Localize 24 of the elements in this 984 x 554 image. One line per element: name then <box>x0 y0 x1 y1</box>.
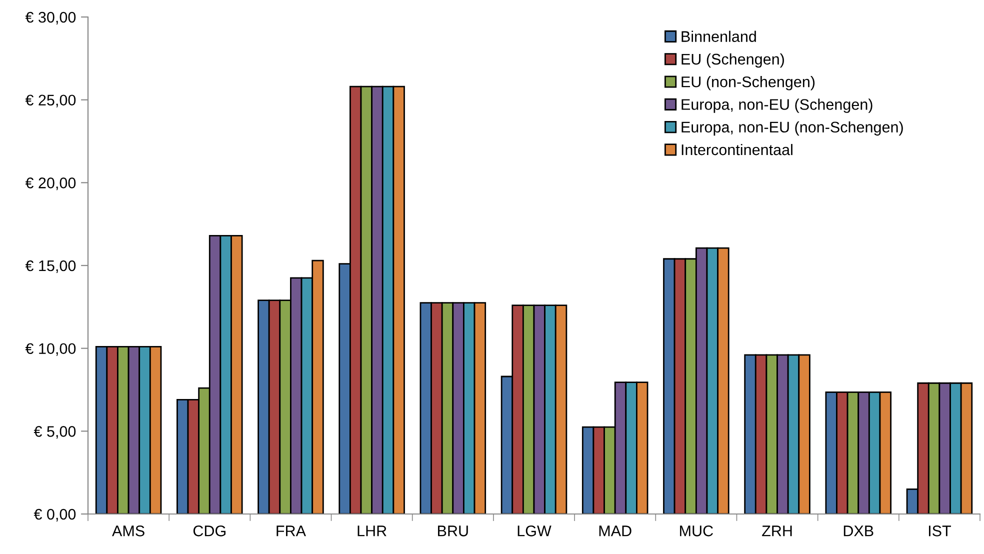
x-tick-label: CDG <box>193 526 226 536</box>
x-tick-label: LGW <box>518 526 552 536</box>
x-tick-label: LHR <box>358 526 386 536</box>
y-tick-label: € 30,00 <box>25 12 76 24</box>
x-tick-label: BRU <box>438 526 468 536</box>
x-tick-label: FRA <box>276 526 306 536</box>
legend-label: Binnenland <box>682 30 756 42</box>
y-tick-label: € 20,00 <box>25 178 76 190</box>
x-tick-label: AMS <box>112 526 144 536</box>
y-tick-label: € 10,00 <box>25 343 76 356</box>
x-tick-label: ZRH <box>762 526 792 536</box>
y-tick-label: € 25,00 <box>25 94 76 108</box>
y-tick-label: € 5,00 <box>34 426 76 439</box>
x-tick-label: DXB <box>844 526 874 536</box>
x-tick-label: IST <box>928 526 951 536</box>
legend-label: EU (Schengen) <box>682 53 784 68</box>
y-tick-label: € 15,00 <box>25 260 76 273</box>
legend-label: Intercontinentaal <box>682 144 792 156</box>
legend-label: Europa, non-EU (non-Schengen) <box>682 121 903 136</box>
x-tick-label: MUC <box>680 526 713 536</box>
y-tick-label: € 0,00 <box>34 508 76 522</box>
legend-label: Europa, non-EU (Schengen) <box>682 98 872 113</box>
legend-label: EU (non-Schengen) <box>682 76 815 90</box>
x-tick-label: MAD <box>599 526 632 536</box>
